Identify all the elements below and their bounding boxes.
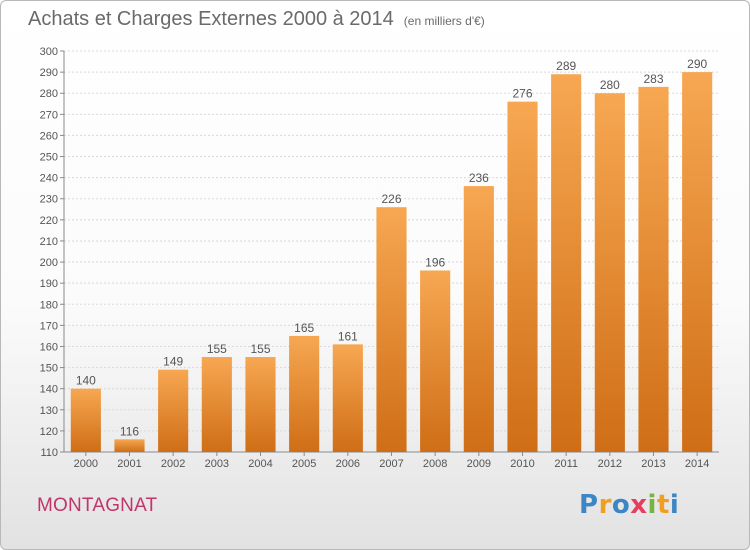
y-tick-label: 190: [40, 278, 58, 290]
x-tick-label: 2012: [598, 458, 622, 470]
y-tick-label: 240: [40, 173, 58, 185]
x-tick-label: 2002: [161, 458, 185, 470]
y-tick-label: 220: [40, 215, 58, 227]
y-tick-label: 270: [40, 109, 58, 121]
data-label: 276: [512, 87, 532, 101]
x-tick-label: 2000: [74, 458, 98, 470]
bar: [420, 270, 451, 452]
y-tick-label: 170: [40, 320, 58, 332]
y-tick-label: 120: [40, 426, 58, 438]
bar: [201, 357, 232, 452]
x-tick-label: 2014: [685, 458, 709, 470]
x-tick-label: 2013: [641, 458, 665, 470]
data-label: 196: [425, 255, 445, 269]
y-tick-label: 280: [40, 88, 58, 100]
bar: [682, 72, 713, 453]
x-tick-label: 2006: [336, 458, 360, 470]
data-label: 140: [76, 374, 96, 388]
x-tick-label: 2003: [205, 458, 229, 470]
bar: [245, 357, 276, 452]
x-tick-label: 2008: [423, 458, 447, 470]
x-tick-label: 2009: [467, 458, 491, 470]
y-tick-label: 180: [40, 299, 58, 311]
bar: [70, 388, 101, 452]
x-tick-label: 2007: [379, 458, 403, 470]
location-label: MONTAGNAT: [37, 495, 158, 516]
chart-title: Achats et Charges Externes 2000 à 2014 (e…: [28, 8, 485, 31]
y-tick-label: 300: [40, 46, 58, 58]
data-label: 226: [381, 192, 401, 206]
data-label: 165: [294, 321, 314, 335]
y-tick-label: 130: [40, 405, 58, 417]
data-label: 155: [207, 342, 227, 356]
proxiti-logo: Proxiti: [579, 490, 680, 520]
bar: [114, 439, 145, 452]
y-tick-label: 110: [40, 447, 58, 459]
bar: [158, 369, 189, 452]
bar: [594, 93, 625, 453]
x-tick-label: 2001: [117, 458, 141, 470]
y-tick-label: 150: [40, 363, 58, 375]
chart-subtitle: (en milliers d'€): [403, 14, 485, 28]
data-label: 236: [469, 171, 489, 185]
y-tick-label: 290: [40, 67, 58, 79]
bar: [332, 344, 363, 452]
data-label: 280: [600, 78, 620, 92]
data-label: 155: [250, 342, 270, 356]
data-label: 149: [163, 355, 183, 369]
data-label: 161: [338, 329, 358, 343]
y-tick-label: 260: [40, 130, 58, 142]
bar: [507, 101, 538, 452]
data-label: 116: [120, 424, 139, 438]
data-label: 289: [556, 59, 576, 73]
x-tick-label: 2010: [510, 458, 534, 470]
x-tick-label: 2011: [554, 458, 578, 470]
bar: [551, 74, 582, 452]
chart-title-text: Achats et Charges Externes 2000 à 2014: [28, 8, 394, 30]
x-tick-label: 2004: [248, 458, 272, 470]
bar: [463, 186, 494, 453]
y-tick-label: 250: [40, 152, 58, 164]
y-tick-label: 140: [40, 384, 58, 396]
data-label: 290: [687, 57, 707, 71]
y-tick-label: 200: [40, 257, 58, 269]
bar: [638, 86, 669, 453]
bar: [376, 207, 407, 452]
data-label: 283: [643, 72, 663, 86]
y-tick-label: 210: [40, 236, 58, 248]
bar: [289, 335, 320, 452]
y-tick-label: 160: [40, 341, 58, 353]
y-tick-label: 230: [40, 194, 58, 206]
x-tick-label: 2005: [292, 458, 316, 470]
